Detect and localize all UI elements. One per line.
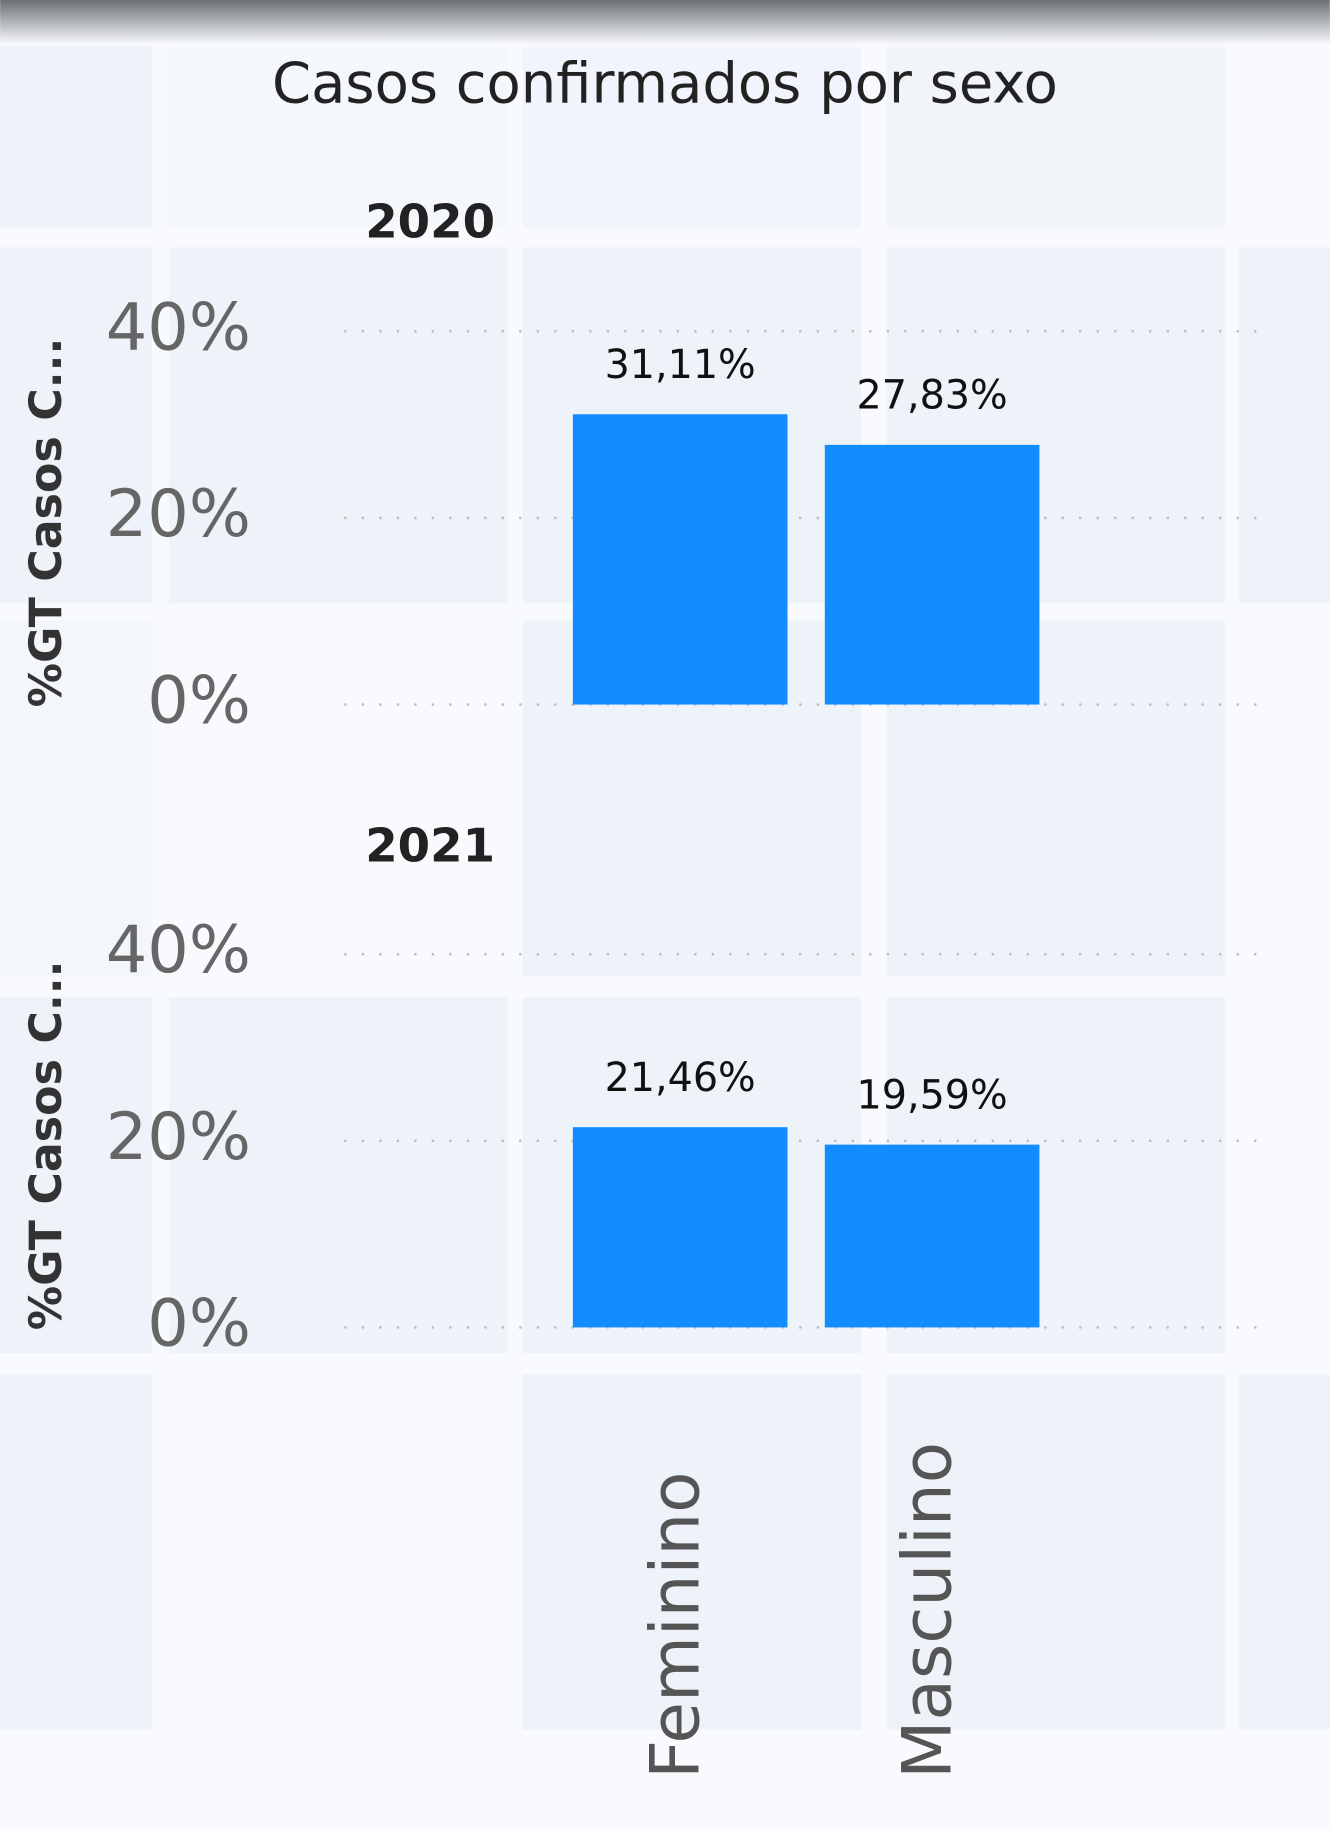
y-axis-label: %GT Casos C... <box>21 338 72 708</box>
panel-title: 2020 <box>365 196 495 250</box>
bar <box>824 444 1040 705</box>
top-bar <box>0 0 1330 45</box>
y-tick-label: 0% <box>147 663 251 739</box>
panel-title: 2021 <box>365 820 495 874</box>
bar <box>572 1127 788 1328</box>
data-label: 27,83% <box>857 373 1008 419</box>
data-label: 19,59% <box>857 1072 1008 1118</box>
y-tick-label: 40% <box>106 912 251 988</box>
x-tick-label: Masculino <box>888 1442 967 1779</box>
y-tick-label: 20% <box>106 1099 251 1175</box>
y-tick-label: 0% <box>147 1285 251 1361</box>
background-tiles <box>0 46 1330 1730</box>
y-tick-label: 40% <box>106 289 251 365</box>
y-tick-label: 20% <box>106 476 251 552</box>
bar <box>572 414 788 705</box>
x-tick-label: Feminino <box>636 1471 715 1778</box>
y-axis-label: %GT Casos C... <box>21 961 72 1331</box>
chart-title: Casos confirmados por sexo <box>272 52 1058 117</box>
bar <box>824 1144 1040 1328</box>
data-label: 21,46% <box>605 1055 756 1101</box>
data-label: 31,11% <box>605 342 756 388</box>
